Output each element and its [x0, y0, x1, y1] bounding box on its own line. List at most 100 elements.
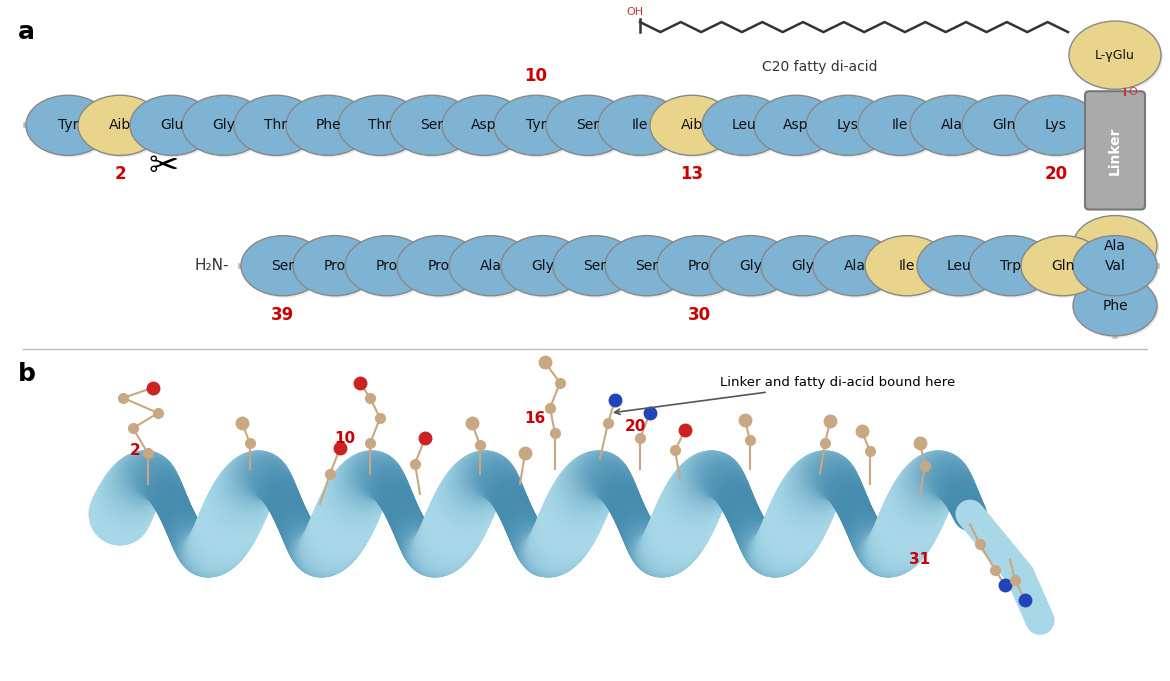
Text: Thr: Thr [369, 118, 392, 132]
Ellipse shape [969, 236, 1053, 296]
Text: Ile: Ile [892, 118, 908, 132]
Text: Ser: Ser [584, 259, 606, 272]
Text: Linker: Linker [1108, 126, 1122, 174]
Ellipse shape [503, 238, 587, 298]
Text: Leu: Leu [731, 118, 756, 132]
Ellipse shape [243, 238, 326, 298]
Text: L-γGlu: L-γGlu [1095, 48, 1135, 62]
Text: Leu: Leu [947, 259, 971, 272]
Text: 31: 31 [909, 552, 930, 567]
Text: Gly: Gly [792, 259, 814, 272]
Ellipse shape [918, 238, 1003, 298]
Ellipse shape [184, 97, 268, 157]
Ellipse shape [659, 238, 743, 298]
Text: Phe: Phe [1102, 299, 1128, 313]
Ellipse shape [449, 236, 534, 296]
Text: Ala: Ala [1104, 238, 1126, 253]
Ellipse shape [756, 97, 840, 157]
Ellipse shape [860, 97, 944, 157]
Text: 20: 20 [625, 419, 646, 434]
Ellipse shape [288, 97, 372, 157]
Ellipse shape [1075, 238, 1159, 298]
FancyBboxPatch shape [1085, 91, 1145, 210]
Text: Ser: Ser [635, 259, 659, 272]
Text: Tyr: Tyr [57, 118, 78, 132]
Text: 16: 16 [524, 411, 545, 426]
Ellipse shape [132, 97, 216, 157]
Ellipse shape [496, 97, 580, 157]
Ellipse shape [806, 95, 890, 155]
Ellipse shape [442, 95, 526, 155]
Text: Tyr: Tyr [525, 118, 546, 132]
Text: C20 fatty di-acid: C20 fatty di-acid [762, 60, 878, 74]
Text: a: a [18, 20, 35, 44]
Ellipse shape [1016, 97, 1100, 157]
Ellipse shape [702, 95, 786, 155]
Ellipse shape [858, 95, 942, 155]
Ellipse shape [345, 236, 429, 296]
Ellipse shape [546, 95, 629, 155]
Ellipse shape [555, 238, 639, 298]
Text: Gln: Gln [1052, 259, 1075, 272]
Text: OH: OH [626, 7, 644, 17]
Ellipse shape [711, 238, 794, 298]
Ellipse shape [1014, 95, 1097, 155]
Text: 10: 10 [524, 67, 548, 85]
Text: 39: 39 [271, 306, 295, 323]
Ellipse shape [1071, 23, 1163, 91]
Text: Ala: Ala [941, 118, 963, 132]
Ellipse shape [347, 238, 431, 298]
Ellipse shape [598, 95, 682, 155]
Ellipse shape [910, 95, 994, 155]
Text: 20: 20 [1045, 165, 1067, 183]
Ellipse shape [1021, 236, 1104, 296]
Text: Glu: Glu [160, 118, 184, 132]
Text: Gly: Gly [739, 259, 763, 272]
Text: Phe: Phe [315, 118, 340, 132]
Text: Gln: Gln [992, 118, 1016, 132]
Ellipse shape [501, 236, 585, 296]
Text: 13: 13 [681, 165, 703, 183]
Ellipse shape [1075, 278, 1159, 338]
Ellipse shape [865, 236, 949, 296]
Ellipse shape [236, 97, 321, 157]
Text: Asp: Asp [472, 118, 497, 132]
Ellipse shape [652, 97, 736, 157]
Text: Gly: Gly [531, 259, 555, 272]
Ellipse shape [815, 238, 899, 298]
Ellipse shape [1069, 21, 1161, 89]
Ellipse shape [911, 97, 996, 157]
Text: Thr: Thr [264, 118, 288, 132]
Text: 2: 2 [130, 443, 140, 458]
Ellipse shape [813, 236, 897, 296]
Ellipse shape [494, 95, 578, 155]
Ellipse shape [285, 95, 370, 155]
Ellipse shape [399, 238, 483, 298]
Ellipse shape [390, 95, 474, 155]
Text: Ser: Ser [271, 259, 295, 272]
Ellipse shape [397, 236, 481, 296]
Ellipse shape [962, 95, 1046, 155]
Ellipse shape [295, 238, 379, 298]
Ellipse shape [917, 236, 1002, 296]
Ellipse shape [392, 97, 476, 157]
Text: Ile: Ile [899, 259, 915, 272]
Ellipse shape [651, 95, 734, 155]
Text: Asp: Asp [783, 118, 808, 132]
Ellipse shape [964, 97, 1048, 157]
Text: Ile: Ile [632, 118, 648, 132]
Text: Lys: Lys [1045, 118, 1067, 132]
Text: Linker and fatty di-acid bound here: Linker and fatty di-acid bound here [614, 376, 955, 414]
Text: 10: 10 [335, 431, 356, 446]
Text: Ser: Ser [577, 118, 599, 132]
Text: Lys: Lys [837, 118, 859, 132]
Ellipse shape [78, 95, 161, 155]
Ellipse shape [753, 95, 838, 155]
Ellipse shape [241, 236, 325, 296]
Ellipse shape [760, 236, 845, 296]
Ellipse shape [338, 95, 422, 155]
Ellipse shape [450, 238, 535, 298]
Ellipse shape [340, 97, 424, 157]
Text: Pro: Pro [428, 259, 450, 272]
Text: O: O [1128, 87, 1137, 97]
